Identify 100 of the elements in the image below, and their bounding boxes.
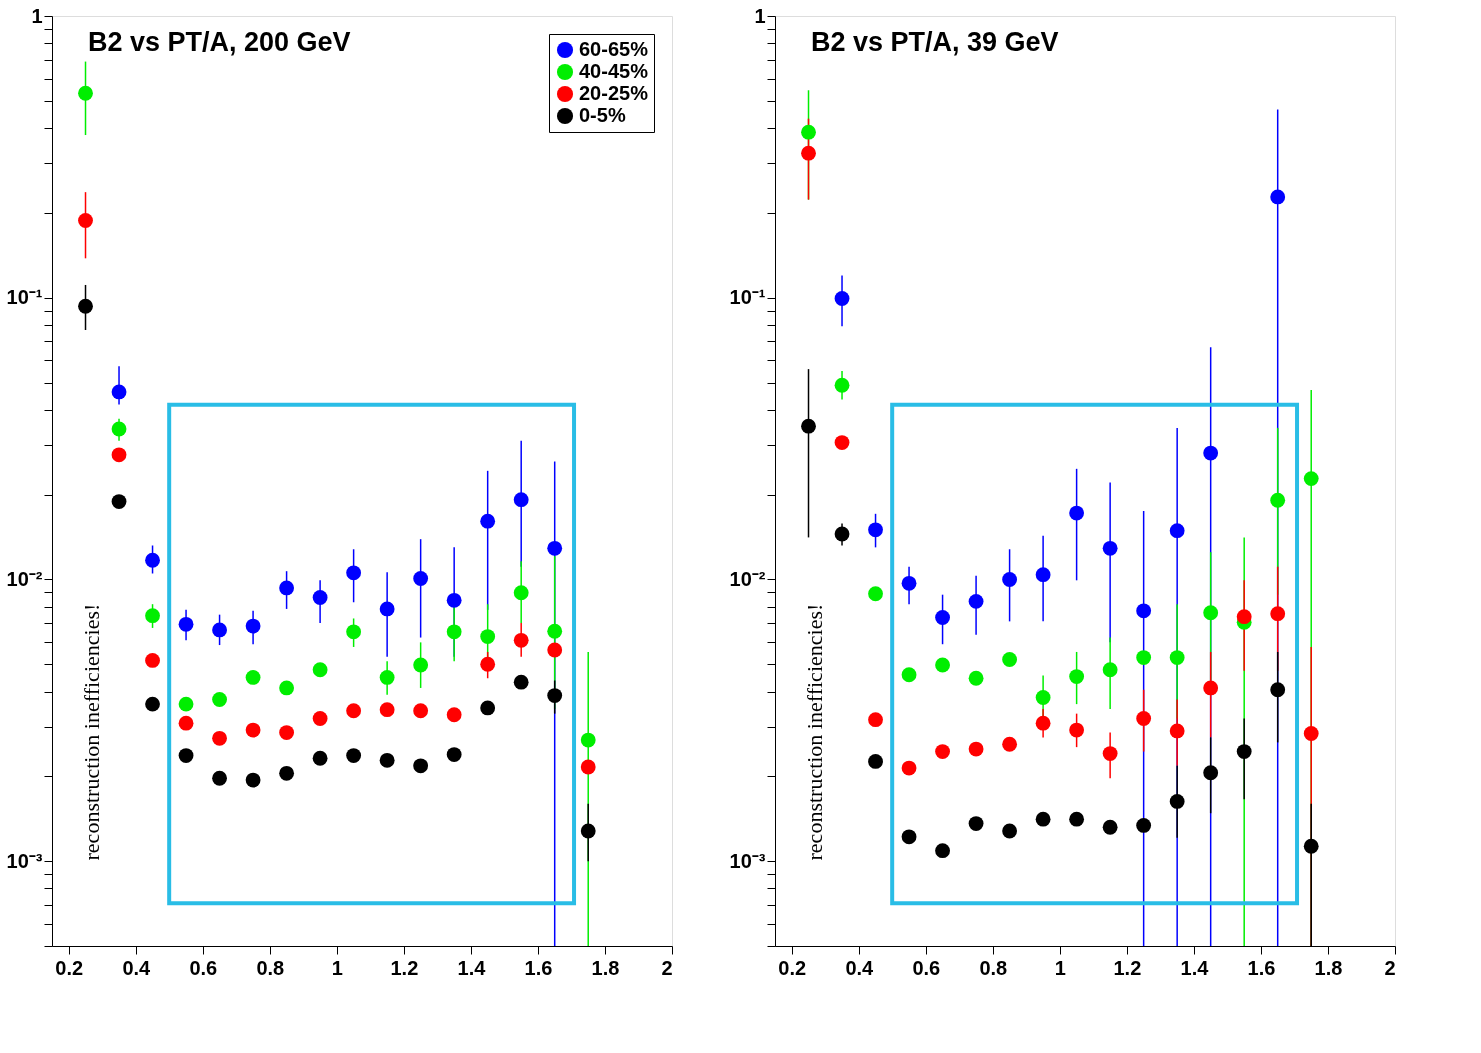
point — [513, 674, 529, 690]
x-tick-label: 1.4 — [1180, 956, 1210, 979]
point — [868, 712, 883, 728]
point — [178, 715, 194, 731]
point — [580, 759, 596, 775]
point — [935, 744, 950, 759]
point — [346, 565, 362, 581]
legend-label: 0-5% — [579, 104, 626, 126]
point — [513, 632, 529, 648]
point — [1069, 505, 1085, 521]
point — [801, 124, 816, 140]
point — [1270, 492, 1286, 508]
point — [480, 629, 496, 644]
x-tick-label: 0.8 — [979, 956, 1008, 979]
point — [279, 680, 295, 696]
point — [312, 750, 328, 766]
x-tick-label: 0.2 — [55, 956, 84, 979]
legend-label: 60-65% — [579, 38, 649, 60]
point — [379, 601, 395, 617]
x-tick-label: 1.2 — [1113, 956, 1142, 979]
x-tick-label: 0.6 — [189, 956, 218, 979]
point — [279, 765, 295, 781]
point — [1236, 744, 1252, 759]
point — [212, 730, 227, 746]
point — [245, 618, 261, 634]
point — [111, 421, 127, 437]
x-tick-label: 0.4 — [122, 956, 152, 979]
point — [1035, 567, 1051, 583]
point — [580, 732, 596, 748]
x-tick-label: 2 — [1384, 956, 1396, 979]
point — [379, 670, 395, 685]
point — [178, 616, 194, 632]
point — [547, 642, 563, 658]
x-tick-label: 0.6 — [912, 956, 941, 979]
point — [547, 688, 563, 704]
point — [1102, 540, 1118, 556]
point — [935, 657, 950, 673]
chart-title: B2 vs PT/A, 39 GeV — [811, 27, 1059, 57]
point — [1002, 736, 1018, 752]
y-tick-label: 1 — [754, 4, 766, 27]
point — [279, 725, 295, 741]
point — [446, 624, 462, 640]
point — [1002, 823, 1018, 839]
point — [78, 85, 93, 101]
point — [413, 758, 429, 774]
point — [868, 586, 883, 602]
point — [145, 653, 160, 668]
point — [480, 513, 496, 529]
x-tick-label: 1.8 — [591, 956, 620, 979]
point — [178, 748, 194, 764]
point — [801, 145, 816, 161]
point — [279, 580, 295, 596]
point — [413, 657, 429, 673]
point — [78, 298, 93, 314]
point — [1035, 715, 1051, 731]
point — [1203, 445, 1219, 461]
point — [1136, 650, 1152, 665]
point — [480, 700, 496, 716]
point — [513, 492, 529, 508]
point — [446, 592, 462, 608]
point — [968, 670, 984, 686]
x-tick-label: 0.4 — [845, 956, 875, 979]
point — [446, 747, 462, 762]
point — [513, 585, 529, 601]
point — [968, 593, 984, 609]
point — [1002, 652, 1018, 667]
point — [1102, 746, 1118, 761]
point — [547, 540, 563, 556]
point — [1069, 722, 1085, 738]
point — [1270, 682, 1286, 698]
point — [446, 707, 462, 723]
point — [312, 590, 328, 605]
point — [245, 670, 261, 685]
point — [312, 662, 328, 678]
point — [1069, 669, 1085, 685]
point — [834, 435, 850, 451]
x-tick-label: 1.6 — [1247, 956, 1276, 979]
point — [145, 552, 160, 568]
point — [1203, 765, 1219, 781]
point — [834, 291, 850, 306]
x-tick-label: 1.2 — [390, 956, 419, 979]
point — [1035, 811, 1051, 827]
point — [901, 667, 917, 683]
point — [1035, 690, 1051, 705]
point — [1270, 606, 1286, 622]
point — [1203, 680, 1219, 696]
annotation: reconstruction inefficiencies! — [79, 603, 104, 861]
point — [379, 702, 395, 718]
point — [1169, 523, 1185, 539]
point — [968, 741, 984, 757]
point — [111, 447, 127, 463]
point — [1136, 711, 1152, 726]
point — [1102, 819, 1118, 835]
point — [547, 623, 563, 639]
point — [346, 703, 362, 719]
point — [312, 711, 328, 726]
point — [413, 571, 429, 586]
point — [1303, 838, 1319, 854]
point — [379, 752, 395, 768]
point — [111, 494, 127, 509]
